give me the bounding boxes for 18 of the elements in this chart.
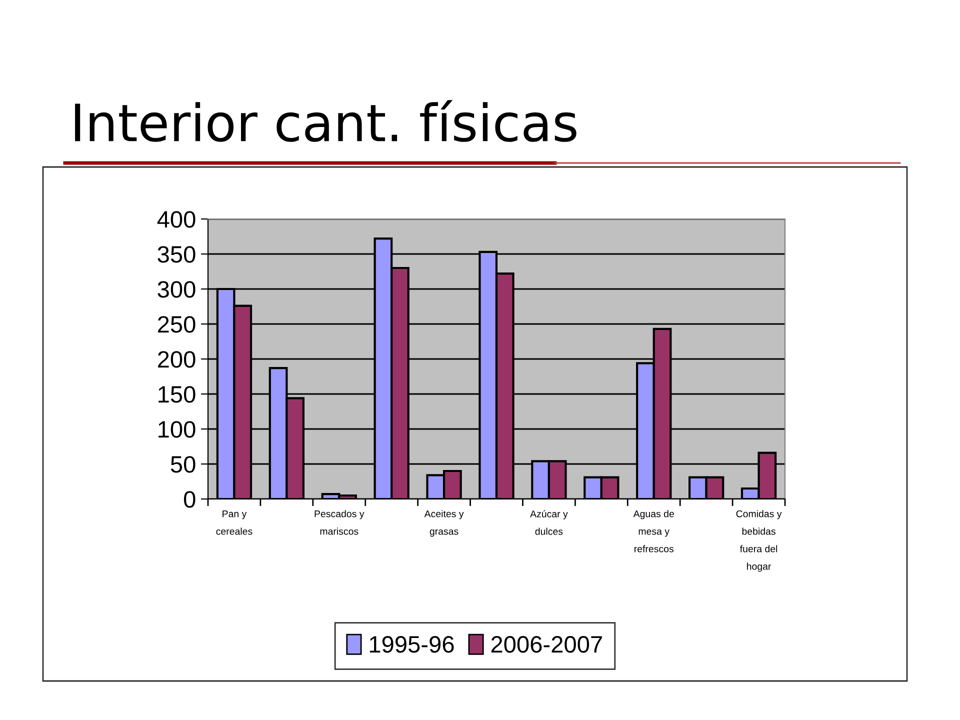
y-tick-label: 300 [158,281,196,298]
x-tick-label: Comidas y bebidas fuera del hogar [736,510,782,572]
legend-label: 1995-96 [370,636,454,653]
x-tick-label: Aceites y grasas [424,510,464,537]
y-tick-label: 200 [158,351,196,368]
chart-title: Interior cant. físicas [75,100,576,142]
x-tick-label: Pan y cereales [216,510,252,535]
y-tick-label: 250 [158,316,196,333]
y-tick-label: 350 [158,246,196,263]
x-tick-label: Azúcar y dulces [530,510,568,535]
y-tick-label: 100 [158,421,196,438]
x-tick-label: Aguas de mesa y refrescos [633,510,674,552]
x-tick-label: Pescados y mariscos [314,510,364,535]
y-tick-label: 150 [158,386,196,403]
y-tick-label: 50 [170,456,196,473]
y-tick-label: 0 [184,491,196,508]
legend-label: 2006-2007 [491,636,602,653]
y-tick-label: 400 [157,211,196,228]
